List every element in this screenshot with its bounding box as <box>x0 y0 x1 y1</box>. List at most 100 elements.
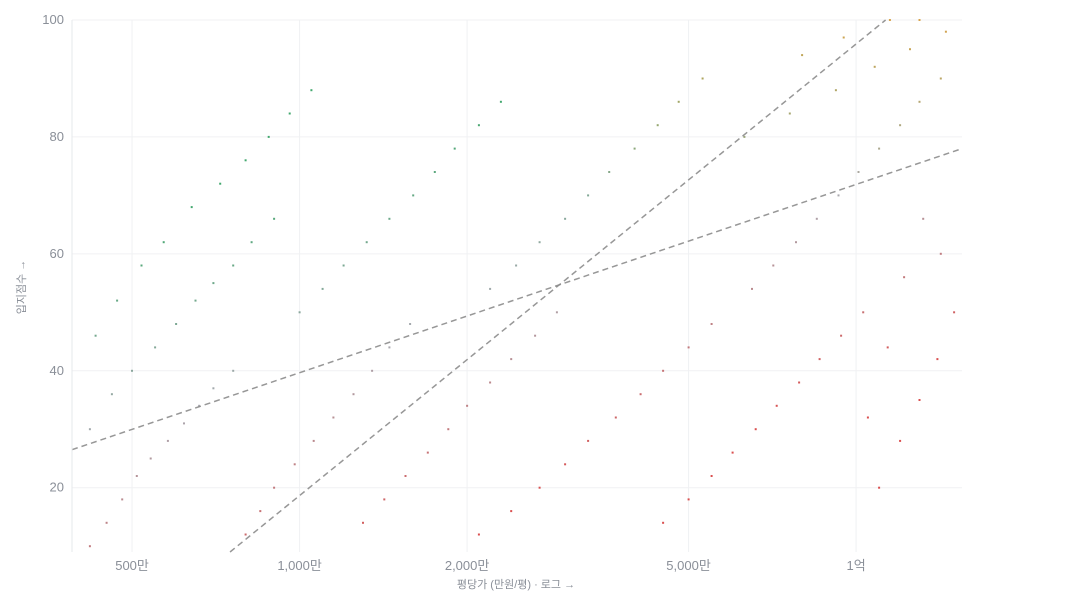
scatter-point <box>388 346 391 349</box>
scatter-point <box>244 159 247 162</box>
scatter-point <box>183 422 185 425</box>
scatter-point <box>362 521 364 524</box>
scatter-point <box>857 171 860 173</box>
scatter-point <box>798 381 801 384</box>
scatter-point <box>273 486 276 489</box>
scatter-point <box>815 217 818 220</box>
x-tick-label: 5,000만 <box>666 558 711 573</box>
scatter-point <box>939 252 942 255</box>
scatter-point <box>837 194 840 197</box>
scatter-point <box>388 217 391 220</box>
dashed-reference-line <box>229 19 887 553</box>
scatter-point <box>121 498 124 501</box>
scatter-point <box>489 381 492 384</box>
scatter-point <box>489 287 492 290</box>
scatter-point <box>433 171 436 173</box>
scatter-point <box>310 89 313 92</box>
scatter-point <box>903 276 906 279</box>
scatter-point <box>818 358 821 361</box>
scatter-point <box>116 299 119 302</box>
x-tick-label: 500만 <box>115 558 149 573</box>
scatter-point <box>194 299 197 302</box>
scatter-point <box>939 77 942 80</box>
scatter-point <box>608 171 611 173</box>
scatter-point <box>936 358 939 361</box>
scatter-point <box>878 147 881 150</box>
scatter-point <box>795 241 797 244</box>
x-tick-label: 2,000만 <box>445 558 490 573</box>
dashed-reference-line <box>71 147 963 451</box>
scatter-point <box>587 439 590 442</box>
scatter-point <box>293 463 296 466</box>
scatter-point <box>312 439 315 442</box>
scatter-point <box>564 217 567 220</box>
scatter-point <box>687 346 690 349</box>
scatter-point <box>426 451 429 454</box>
scatter-point <box>477 533 480 536</box>
scatter-point <box>412 194 415 197</box>
scatter-point <box>212 282 215 285</box>
scatter-point <box>131 369 133 372</box>
x-tick-label: 1,000만 <box>277 558 322 573</box>
scatter-point <box>212 387 215 390</box>
scatter-point <box>538 241 541 244</box>
scatter-point <box>250 241 253 244</box>
scatter-point <box>409 323 412 325</box>
scatter-points <box>88 19 956 548</box>
scatter-point <box>842 36 845 39</box>
scatter-point <box>198 404 201 407</box>
scatter-point <box>538 486 541 489</box>
y-tick-label: 20 <box>50 480 64 495</box>
scatter-point <box>899 124 902 127</box>
scatter-point <box>404 475 407 477</box>
scatter-point <box>944 30 947 33</box>
scatter-point <box>466 404 469 407</box>
x-axis-label: 평당가 (만원/평) · 로그 → <box>457 578 575 591</box>
scatter-point <box>110 393 113 396</box>
scatter-point <box>840 334 843 337</box>
scatter-point <box>342 264 345 267</box>
scatter-point <box>772 264 775 267</box>
axes: 500만 1,000만 2,000만 5,000만 1억 20 40 60 80 100 <box>42 12 865 573</box>
scatter-point <box>731 451 734 454</box>
scatter-point <box>878 486 881 489</box>
scatter-point <box>587 194 590 197</box>
scatter-point <box>259 510 262 513</box>
scatter-point <box>873 65 876 68</box>
scatter-point <box>918 100 921 103</box>
scatter-point <box>88 545 91 548</box>
scatter-point <box>140 264 143 267</box>
scatter-point <box>515 264 518 267</box>
scatter-point <box>801 54 804 57</box>
scatter-point <box>775 404 778 407</box>
scatter-point <box>743 135 746 138</box>
scatter-point <box>288 112 291 115</box>
scatter-point <box>232 264 235 267</box>
scatter-point <box>332 416 335 419</box>
scatter-point <box>273 217 276 220</box>
scatter-point <box>614 416 617 419</box>
scatter-point <box>886 346 889 349</box>
y-axis-label: 입지점수 → <box>15 260 28 315</box>
scatter-point <box>555 311 558 314</box>
scatter-point <box>321 287 324 290</box>
scatter-point <box>677 100 680 103</box>
scatter-point <box>88 428 91 431</box>
scatter-point <box>154 346 157 349</box>
scatter-point <box>701 77 704 80</box>
scatter-point <box>190 206 193 209</box>
y-tick-label: 60 <box>50 246 64 261</box>
scatter-point <box>754 428 757 431</box>
scatter-point <box>175 323 178 325</box>
scatter-point <box>656 124 659 127</box>
scatter-point <box>352 393 355 396</box>
scatter-point <box>899 439 902 442</box>
scatter-point <box>710 475 713 477</box>
scatter-point <box>662 521 665 524</box>
scatter-point <box>135 475 138 477</box>
grid <box>72 19 962 552</box>
y-tick-label: 80 <box>50 129 64 144</box>
scatter-point <box>365 241 368 244</box>
